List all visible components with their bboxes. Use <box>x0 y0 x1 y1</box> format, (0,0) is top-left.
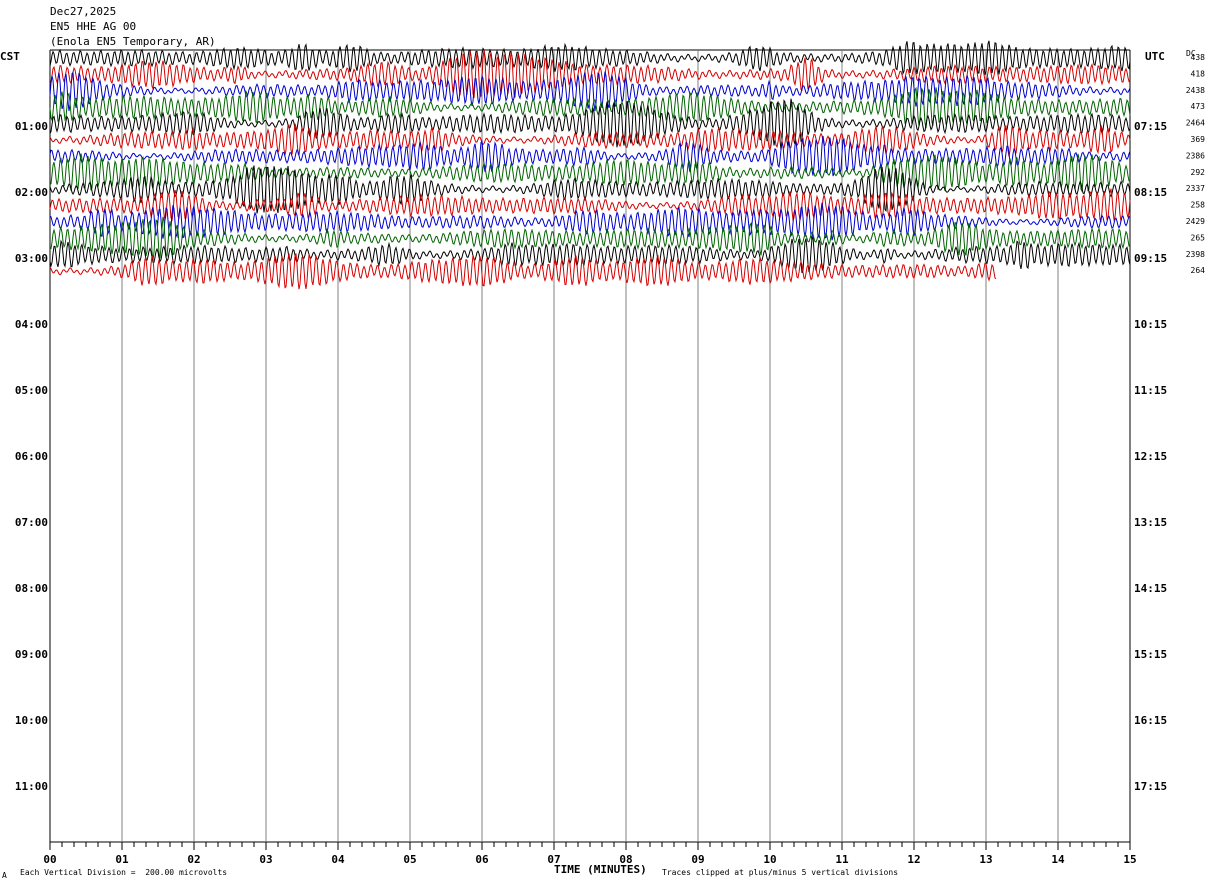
seismic-trace <box>49 40 1131 76</box>
right-timezone-label: UTC <box>1145 50 1165 63</box>
dc-offset-value: 473 <box>1191 102 1206 111</box>
scale-note: Each Vertical Division = 200.00 microvol… <box>20 868 228 877</box>
corner-mark: A <box>2 871 7 880</box>
x-tick-label: 01 <box>115 853 129 866</box>
dc-offset-value: 265 <box>1191 233 1206 242</box>
x-tick-label: 05 <box>403 853 416 866</box>
dc-label: DC <box>1186 49 1196 58</box>
y-left-tick-label: 08:00 <box>15 582 48 595</box>
x-tick-label: 10 <box>763 853 776 866</box>
seismic-trace <box>49 253 997 290</box>
y-right-tick-label: 15:15 <box>1134 648 1167 661</box>
seismic-trace <box>49 153 1131 192</box>
header-date: Dec27,2025 <box>50 5 117 18</box>
seismic-trace <box>49 123 1131 157</box>
dc-offset-value: 2464 <box>1186 119 1205 128</box>
y-left-tick-label: 10:00 <box>15 714 48 727</box>
dc-offset-value: 2386 <box>1186 151 1205 160</box>
x-tick-label: 15 <box>1123 853 1136 866</box>
header-channel: EN5 HHE AG 00 <box>50 20 137 33</box>
x-tick-label: 02 <box>187 853 200 866</box>
y-left-tick-label: 05:00 <box>15 384 48 397</box>
x-tick-label: 03 <box>259 853 272 866</box>
y-left-tick-label: 01:00 <box>15 120 48 133</box>
dc-offset-value: 2429 <box>1186 217 1205 226</box>
dc-offset-value: 369 <box>1191 135 1206 144</box>
y-left-tick-label: 09:00 <box>15 648 48 661</box>
seismic-trace <box>49 86 1131 129</box>
x-tick-label: 12 <box>907 853 920 866</box>
x-tick-label: 08 <box>619 853 632 866</box>
header-station: (Enola EN5 Temporary, AR) <box>50 35 216 48</box>
y-right-tick-label: 16:15 <box>1134 714 1167 727</box>
seismic-trace <box>49 49 1131 99</box>
dc-offset-value: 2337 <box>1186 184 1205 193</box>
y-right-tick-label: 11:15 <box>1134 384 1167 397</box>
x-tick-label: 07 <box>547 853 560 866</box>
x-tick-label: 06 <box>475 853 489 866</box>
y-left-tick-label: 02:00 <box>15 186 48 199</box>
x-tick-label: 09 <box>691 853 704 866</box>
dc-offset-value: 264 <box>1191 266 1206 275</box>
x-tick-label: 04 <box>331 853 345 866</box>
x-axis-label: TIME (MINUTES) <box>554 863 647 876</box>
y-right-tick-label: 14:15 <box>1134 582 1167 595</box>
y-right-tick-label: 10:15 <box>1134 318 1167 331</box>
seismic-trace <box>49 135 1131 177</box>
y-right-tick-label: 09:15 <box>1134 252 1167 265</box>
y-left-tick-label: 04:00 <box>15 318 48 331</box>
left-timezone-label: CST <box>0 50 20 63</box>
seismic-trace <box>49 71 1131 112</box>
x-tick-label: 14 <box>1051 853 1065 866</box>
y-left-tick-label: 07:00 <box>15 516 48 529</box>
x-tick-label: 13 <box>979 853 992 866</box>
y-right-tick-label: 08:15 <box>1134 186 1167 199</box>
dc-offset-value: 418 <box>1191 69 1206 78</box>
clip-note: Traces clipped at plus/minus 5 vertical … <box>662 868 899 877</box>
dc-offset-value: 2398 <box>1186 250 1205 259</box>
dc-offset-value: 292 <box>1191 168 1206 177</box>
y-right-tick-label: 13:15 <box>1134 516 1167 529</box>
y-left-tick-label: 06:00 <box>15 450 48 463</box>
y-left-tick-label: 11:00 <box>15 780 48 793</box>
y-right-tick-label: 07:15 <box>1134 120 1167 133</box>
dc-offset-value: 2438 <box>1186 86 1205 95</box>
seismic-trace <box>49 188 1131 223</box>
y-right-tick-label: 17:15 <box>1134 780 1167 793</box>
dc-offset-value: 438 <box>1191 53 1206 62</box>
dc-offset-value: 258 <box>1191 201 1206 210</box>
y-right-tick-label: 12:15 <box>1134 450 1167 463</box>
x-tick-label: 11 <box>835 853 849 866</box>
x-tick-label: 00 <box>43 853 56 866</box>
seismic-trace <box>49 216 1131 261</box>
y-left-tick-label: 03:00 <box>15 252 48 265</box>
seismic-trace <box>49 202 1131 241</box>
seismic-trace <box>49 165 1131 214</box>
